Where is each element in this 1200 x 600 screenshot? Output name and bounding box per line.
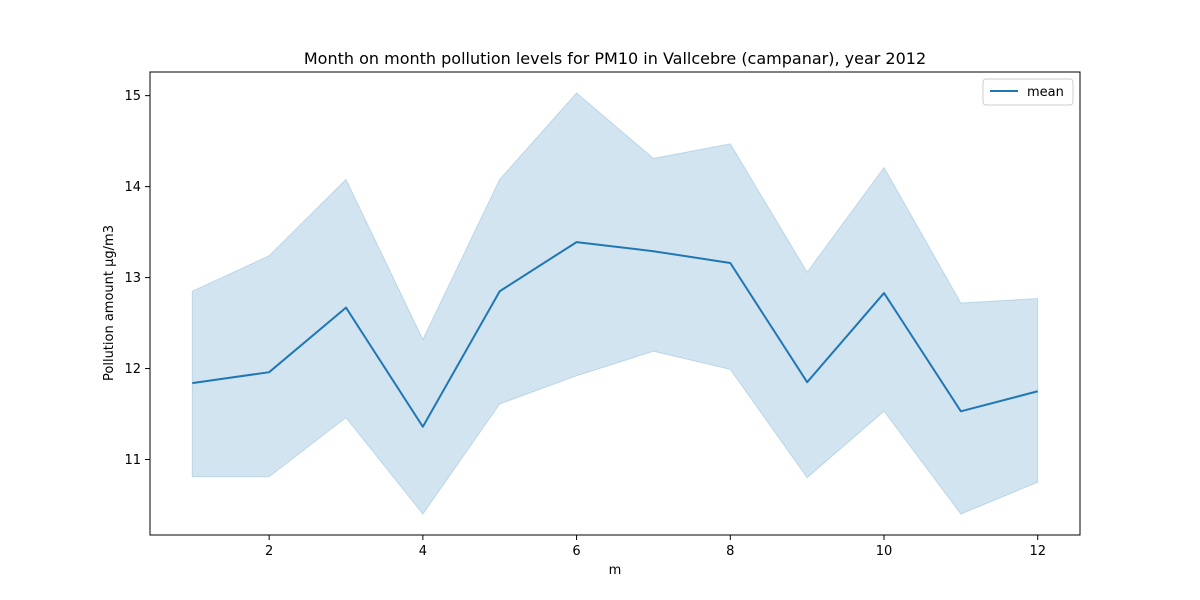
x-tick-label: 2: [265, 544, 273, 559]
y-axis-ticks: 11 12 13 14 15: [124, 89, 150, 468]
y-tick-label: 13: [124, 271, 141, 286]
x-tick-label: 8: [726, 544, 734, 559]
legend-label-mean: mean: [1027, 85, 1064, 100]
x-tick-label: 12: [1029, 544, 1046, 559]
series-line-layer: [192, 241, 1038, 428]
x-tick-label: 10: [876, 544, 893, 559]
confidence-band: [191, 92, 1039, 515]
x-axis-label: m: [609, 563, 622, 578]
y-tick-label: 12: [124, 362, 141, 377]
legend-box: [982, 78, 1074, 106]
y-tick-label: 11: [124, 453, 141, 468]
series-line-mean: [192, 241, 1038, 428]
chart-title: Month on month pollution levels for PM10…: [304, 49, 926, 68]
confidence-band-layer: [191, 92, 1039, 515]
x-tick-label: 6: [572, 544, 580, 559]
y-tick-label: 14: [124, 180, 141, 195]
x-axis-ticks: 2 4 6 8 10 12: [265, 535, 1046, 559]
y-axis-label: Pollution amount μg/m3: [102, 225, 117, 381]
x-tick-label: 4: [419, 544, 427, 559]
y-tick-label: 15: [124, 89, 141, 104]
plot-frame: [149, 71, 1081, 536]
legend: mean: [982, 78, 1074, 106]
